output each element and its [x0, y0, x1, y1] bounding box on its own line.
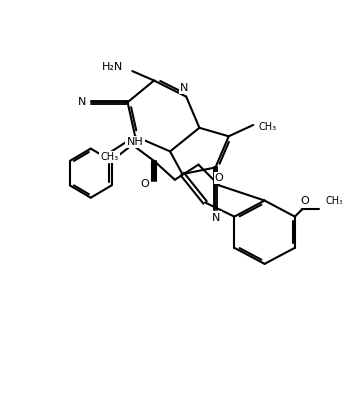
Text: O: O	[301, 197, 310, 207]
Text: CH₃: CH₃	[259, 122, 277, 132]
Text: H₂N: H₂N	[102, 62, 123, 72]
Text: N: N	[78, 97, 86, 107]
Text: O: O	[140, 178, 149, 189]
Text: N: N	[212, 213, 221, 223]
Text: CH₃: CH₃	[325, 197, 342, 207]
Text: CH₃: CH₃	[101, 152, 119, 162]
Text: NH: NH	[127, 137, 144, 147]
Text: O: O	[215, 173, 224, 183]
Text: N: N	[180, 83, 188, 93]
